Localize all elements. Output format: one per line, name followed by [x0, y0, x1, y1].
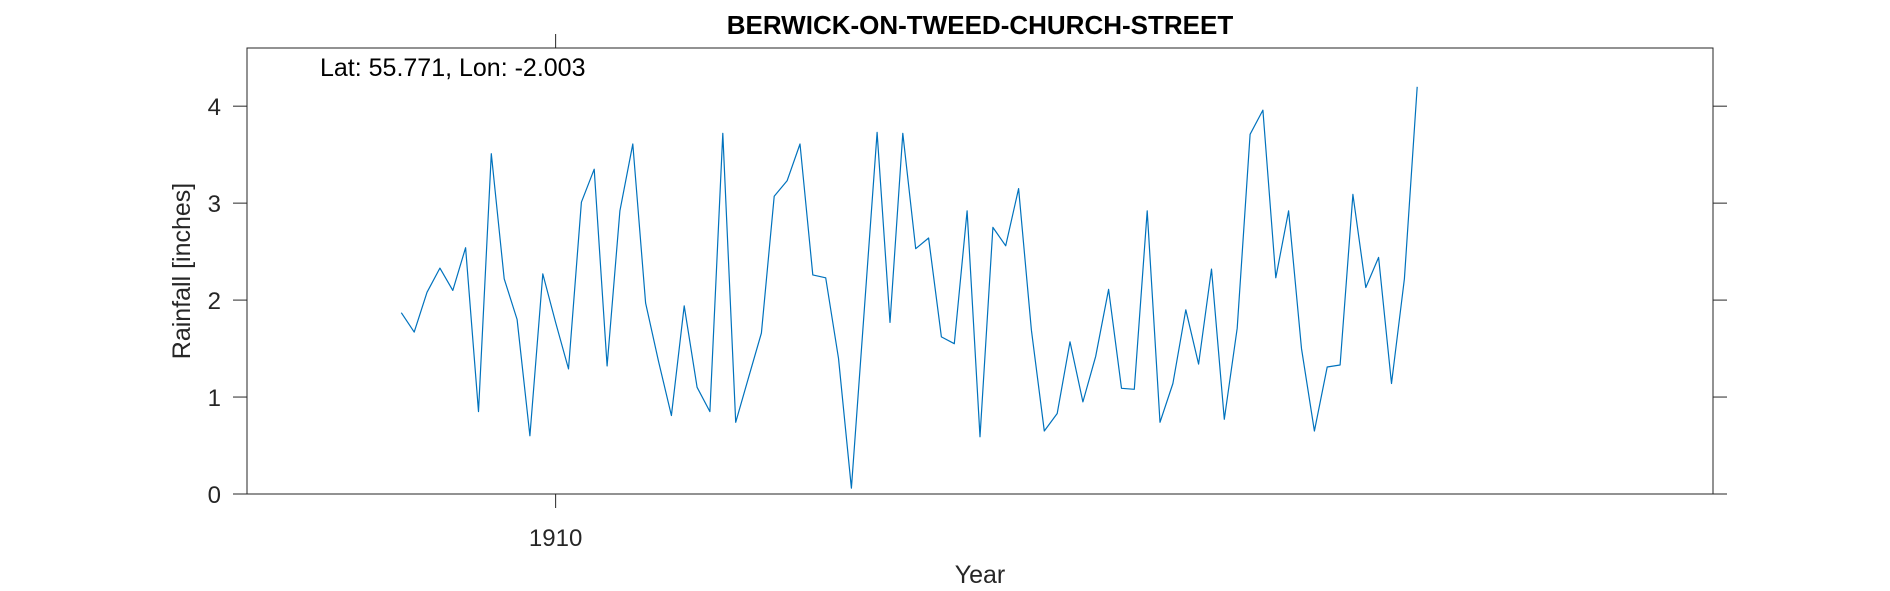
tick-labels: 0 1 2 3 4 1910	[208, 94, 583, 552]
axis-ticks	[233, 34, 1727, 508]
y-tick-label: 2	[208, 288, 221, 315]
x-axis-label: Year	[955, 561, 1006, 589]
chart-title: BERWICK-ON-TWEED-CHURCH-STREET	[727, 10, 1234, 40]
y-tick-label: 3	[208, 191, 221, 218]
plot-area-frame	[246, 47, 1714, 495]
x-tick-label: 1910	[529, 525, 582, 552]
rainfall-series-line	[400, 86, 1418, 489]
location-annotation: Lat: 55.771, Lon: -2.003	[320, 54, 586, 82]
y-axis-label: Rainfall [inches]	[168, 183, 196, 359]
y-tick-label: 0	[208, 482, 221, 509]
y-tick-label: 1	[208, 385, 221, 412]
y-tick-label: 4	[208, 94, 221, 121]
series-group	[400, 86, 1418, 489]
